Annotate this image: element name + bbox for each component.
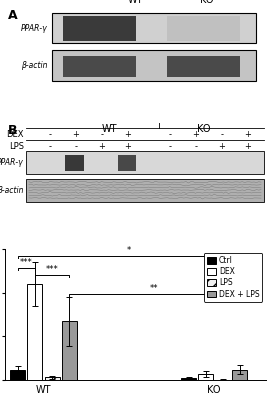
Text: +: + [125, 142, 132, 151]
Text: A: A [8, 9, 17, 22]
Bar [62, 322, 77, 380]
Text: -: - [100, 130, 103, 139]
Text: ***: *** [20, 258, 33, 267]
Text: β-actin: β-actin [21, 61, 47, 70]
Bar [232, 370, 247, 380]
Bar [45, 377, 59, 380]
Bar [181, 378, 196, 380]
Text: B: B [8, 124, 17, 136]
Bar [198, 374, 213, 380]
Text: ***: *** [46, 265, 58, 274]
Text: -: - [48, 142, 51, 151]
Text: PPAR-γ: PPAR-γ [0, 158, 24, 167]
Text: +: + [192, 130, 199, 139]
Text: PPAR-γ: PPAR-γ [20, 24, 47, 32]
Text: LPS: LPS [9, 142, 24, 151]
Bar [167, 16, 240, 41]
Text: *: * [127, 246, 131, 255]
Text: WT: WT [102, 124, 118, 134]
Bar [52, 13, 256, 44]
Bar [52, 50, 256, 81]
Text: -: - [221, 130, 224, 139]
Text: +: + [218, 142, 225, 151]
Text: -: - [168, 142, 171, 151]
Text: -: - [48, 130, 51, 139]
Text: -: - [74, 142, 77, 151]
Text: DEX: DEX [6, 130, 24, 139]
Text: +: + [125, 130, 132, 139]
Text: KO: KO [197, 124, 210, 134]
Bar [63, 16, 136, 41]
Text: -: - [194, 142, 197, 151]
Bar [26, 178, 264, 202]
Bar [10, 370, 26, 380]
Text: +: + [245, 130, 252, 139]
Text: **: ** [150, 284, 159, 293]
Legend: Ctrl, DEX, LPS, DEX + LPS: Ctrl, DEX, LPS, DEX + LPS [204, 253, 263, 302]
Bar [167, 56, 240, 77]
Text: +: + [72, 130, 79, 139]
Text: +: + [245, 142, 252, 151]
Text: β-actin: β-actin [0, 186, 24, 195]
Bar [27, 284, 43, 380]
Bar [65, 155, 84, 172]
Text: WT: WT [128, 0, 144, 5]
Text: +: + [98, 142, 105, 151]
Text: KO: KO [200, 0, 213, 5]
Bar [63, 56, 136, 77]
Text: -: - [168, 130, 171, 139]
Bar [118, 155, 136, 172]
Bar [26, 151, 264, 174]
